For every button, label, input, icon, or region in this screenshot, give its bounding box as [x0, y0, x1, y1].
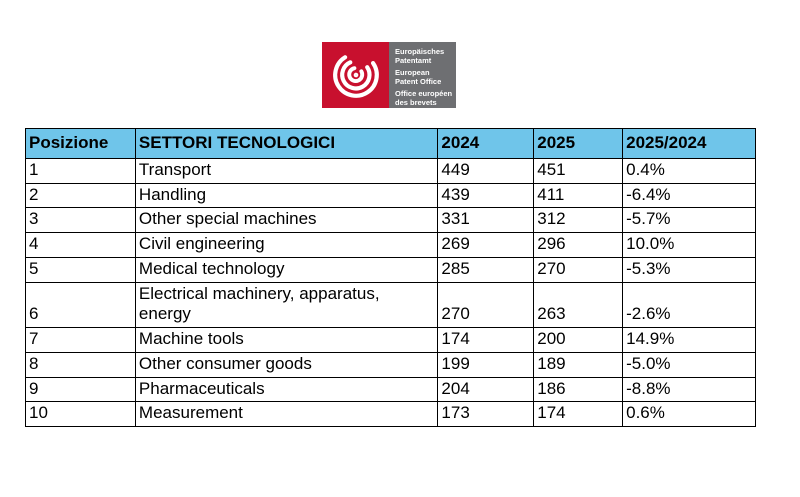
change-cell: 10.0% — [622, 232, 756, 258]
logo-line: Office européen — [395, 89, 453, 98]
logo-line: Europäisches — [395, 47, 445, 56]
epo-logo-text: Europäisches Patentamt European Patent O… — [389, 42, 456, 108]
value-2024-cell: 199 — [437, 351, 535, 378]
value-2025-cell: 200 — [533, 327, 624, 353]
table-row: 5 Medical technology 285 270 -5.3% — [25, 256, 756, 283]
epo-spiral-icon — [322, 42, 389, 108]
sector-cell: Transport — [134, 158, 439, 184]
value-2024-cell: 331 — [437, 207, 535, 234]
table-row: 7 Machine tools 174 200 14.9% — [25, 327, 756, 353]
sector-cell: Electrical machinery, apparatus, energy — [134, 281, 439, 329]
value-2024-cell: 270 — [437, 281, 535, 329]
value-2024-cell: 173 — [437, 401, 535, 428]
table-row: 1 Transport 449 451 0.4% — [25, 158, 756, 184]
sector-cell: Medical technology — [134, 256, 439, 283]
change-cell: -2.6% — [622, 281, 756, 329]
logo-line: European — [395, 68, 430, 77]
header-change: 2025/2024 — [622, 128, 756, 159]
value-2025-cell: 312 — [533, 207, 624, 234]
header-2025: 2025 — [533, 128, 624, 159]
logo-line: Patent Office — [395, 77, 442, 86]
table-row: 2 Handling 439 411 -6.4% — [25, 182, 756, 209]
change-cell: -5.0% — [622, 351, 756, 378]
technology-sectors-table: Posizione SETTORI TECNOLOGICI 2024 2025 … — [25, 128, 756, 428]
value-2025-cell: 296 — [533, 232, 624, 258]
header-2024: 2024 — [437, 128, 535, 159]
position-cell: 3 — [25, 207, 136, 234]
position-cell: 10 — [25, 401, 136, 428]
table-row: 9 Pharmaceuticals 204 186 -8.8% — [25, 376, 756, 403]
change-cell: 0.6% — [622, 401, 756, 428]
position-cell: 5 — [25, 256, 136, 283]
sector-cell: Machine tools — [134, 327, 439, 353]
table-container: Posizione SETTORI TECNOLOGICI 2024 2025 … — [25, 128, 756, 428]
logo-line: Patentamt — [395, 56, 432, 65]
change-cell: -5.3% — [622, 256, 756, 283]
sector-cell: Handling — [134, 182, 439, 209]
value-2024-cell: 174 — [437, 327, 535, 353]
table-row: 4 Civil engineering 269 296 10.0% — [25, 232, 756, 258]
position-cell: 4 — [25, 232, 136, 258]
value-2024-cell: 285 — [437, 256, 535, 283]
value-2025-cell: 263 — [533, 281, 624, 329]
change-cell: -5.7% — [622, 207, 756, 234]
value-2024-cell: 449 — [437, 158, 535, 184]
table-row: 10 Measurement 173 174 0.6% — [25, 401, 756, 428]
sector-cell: Measurement — [134, 401, 439, 428]
position-cell: 7 — [25, 327, 136, 353]
value-2025-cell: 189 — [533, 351, 624, 378]
table-row: 6 Electrical machinery, apparatus, energy… — [25, 281, 756, 329]
sector-cell: Other special machines — [134, 207, 439, 234]
table-body: 1 Transport 449 451 0.4% 2 Handling 439 411 -6.4%… — [25, 158, 756, 428]
table-header-row: Posizione SETTORI TECNOLOGICI 2024 2025 … — [25, 128, 756, 159]
change-cell: 14.9% — [622, 327, 756, 353]
sector-cell: Civil engineering — [134, 232, 439, 258]
change-cell: -6.4% — [622, 182, 756, 209]
sector-cell: Pharmaceuticals — [134, 376, 439, 403]
header-settori: SETTORI TECNOLOGICI — [134, 128, 439, 159]
value-2025-cell: 451 — [533, 158, 624, 184]
position-cell: 9 — [25, 376, 136, 403]
value-2024-cell: 269 — [437, 232, 535, 258]
epo-logo: Europäisches Patentamt European Patent O… — [322, 42, 456, 108]
position-cell: 1 — [25, 158, 136, 184]
table-row: 3 Other special machines 331 312 -5.7% — [25, 207, 756, 234]
change-cell: 0.4% — [622, 158, 756, 184]
value-2025-cell: 270 — [533, 256, 624, 283]
value-2025-cell: 174 — [533, 401, 624, 428]
value-2025-cell: 411 — [533, 182, 624, 209]
header-posizione: Posizione — [25, 128, 136, 159]
position-cell: 8 — [25, 351, 136, 378]
sector-cell: Other consumer goods — [134, 351, 439, 378]
logo-line: des brevets — [395, 98, 437, 107]
value-2024-cell: 204 — [437, 376, 535, 403]
position-cell: 6 — [25, 281, 136, 329]
value-2024-cell: 439 — [437, 182, 535, 209]
change-cell: -8.8% — [622, 376, 756, 403]
table-row: 8 Other consumer goods 199 189 -5.0% — [25, 351, 756, 378]
position-cell: 2 — [25, 182, 136, 209]
value-2025-cell: 186 — [533, 376, 624, 403]
